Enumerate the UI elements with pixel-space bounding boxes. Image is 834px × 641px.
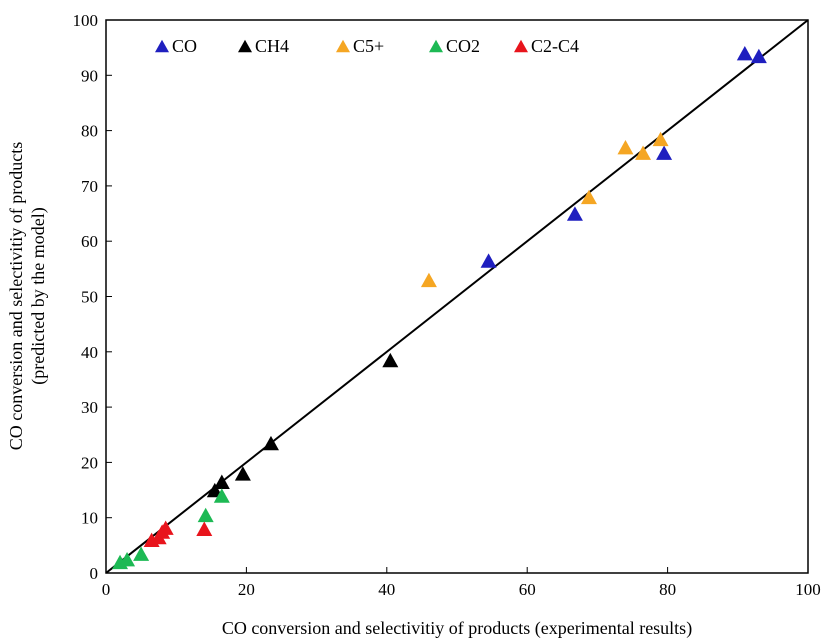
y-tick-label: 0: [90, 564, 99, 583]
data-point-co: [736, 45, 753, 61]
legend-label-co2: CO2: [446, 36, 480, 56]
x-axis: 0 20 40 60 80 100: [102, 567, 821, 599]
data-points: [112, 45, 767, 570]
legend-marker-co2: [429, 39, 443, 53]
data-point-ch4: [213, 474, 230, 489]
data-point-ch4: [234, 466, 251, 481]
data-point-co2: [213, 488, 230, 503]
y-tick-label: 30: [81, 398, 98, 417]
y-tick-label: 20: [81, 453, 98, 472]
data-point-co: [566, 206, 583, 221]
y-tick-label: 90: [81, 66, 98, 85]
data-point-co2: [133, 546, 150, 561]
legend-label-ch4: CH4: [255, 36, 289, 56]
x-tick-label: 60: [519, 580, 536, 599]
y-tick-label: 60: [81, 232, 98, 251]
data-point-co: [656, 145, 673, 160]
data-point-c5-: [652, 131, 669, 147]
y-tick-label: 40: [81, 343, 98, 362]
y-tick-label: 100: [73, 11, 99, 30]
y-axis-title-line2: (predicted by the model): [28, 207, 49, 384]
data-point-co2: [119, 551, 136, 567]
data-point-c5-: [617, 139, 634, 155]
data-point-c5-: [635, 145, 652, 160]
y-axis: 0 10 20 30 40 50 60 70 80 90 100: [73, 11, 112, 583]
x-tick-label: 0: [102, 580, 111, 599]
data-point-co: [480, 253, 497, 268]
legend-label-c5-: C5+: [353, 36, 384, 56]
data-point-co: [750, 48, 767, 64]
legend-marker-co: [155, 39, 169, 53]
legend-marker-c2-c4: [514, 39, 528, 53]
y-tick-label: 10: [81, 509, 98, 528]
legend-label-c2-c4: C2-C4: [531, 36, 579, 56]
x-tick-label: 40: [378, 580, 395, 599]
data-point-ch4: [262, 435, 279, 451]
x-tick-label: 20: [238, 580, 255, 599]
data-point-c2-c4: [157, 520, 174, 535]
data-point-ch4: [382, 352, 399, 368]
y-tick-label: 80: [81, 122, 98, 141]
y-axis-title-line1: CO conversion and selectivitiy of produc…: [6, 142, 26, 450]
x-tick-label: 100: [795, 580, 821, 599]
data-point-c5-: [580, 189, 597, 205]
x-axis-title: CO conversion and selectivitiy of produc…: [222, 618, 692, 639]
data-point-ch4: [206, 482, 223, 498]
y-tick-label: 70: [81, 177, 98, 196]
data-point-c5-: [420, 272, 437, 288]
legend: CO CH4 C5+ CO2 C2-C4: [155, 36, 579, 56]
legend-marker-c5-: [336, 39, 350, 53]
x-tick-label: 80: [659, 580, 676, 599]
legend-marker-ch4: [238, 39, 252, 53]
data-point-c2-c4: [196, 521, 213, 536]
y-tick-label: 50: [81, 288, 98, 307]
data-point-co2: [197, 507, 214, 523]
legend-label-co: CO: [172, 36, 197, 56]
